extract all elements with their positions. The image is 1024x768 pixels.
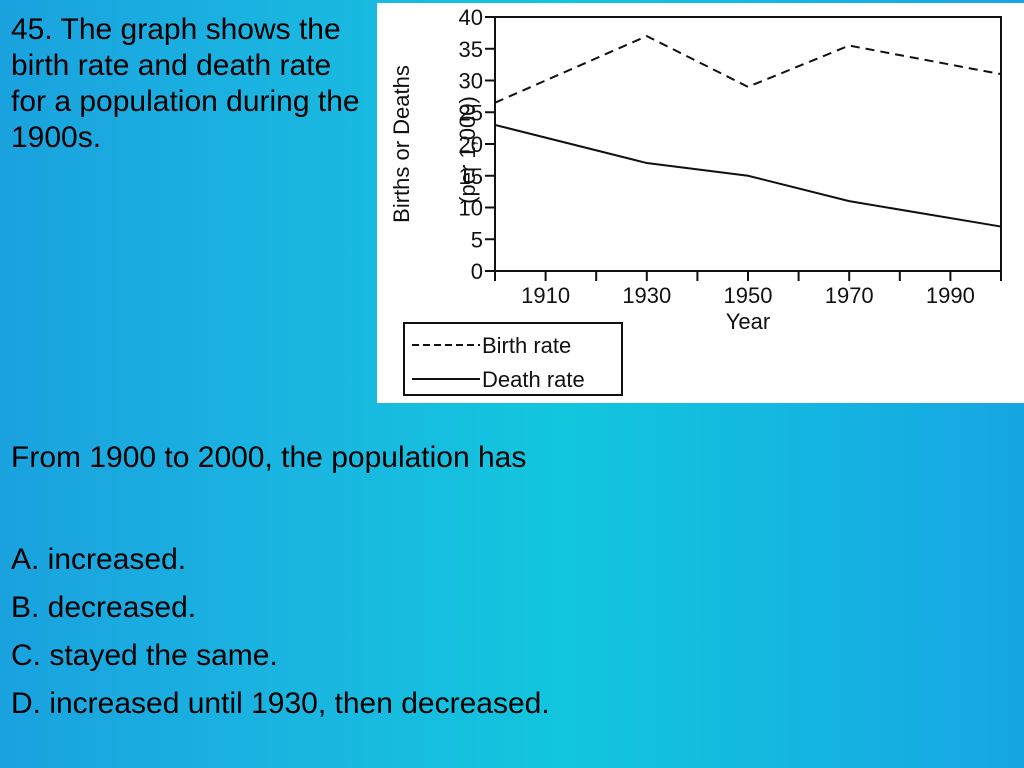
x-tick-label: 1990 bbox=[926, 283, 975, 308]
y-tick-label: 35 bbox=[459, 37, 483, 62]
death-rate-line bbox=[494, 123, 1002, 228]
x-tick-label: 1950 bbox=[724, 283, 773, 308]
birth-rate-line bbox=[494, 34, 1002, 104]
question-prompt: From 1900 to 2000, the population has bbox=[11, 441, 527, 474]
y-axis-title: Births or Deaths bbox=[389, 65, 414, 223]
x-tick-label: 1970 bbox=[825, 283, 874, 308]
y-axis-subtitle: (per 1,000) bbox=[455, 96, 480, 204]
x-tick-label: 1930 bbox=[622, 283, 671, 308]
y-tick-label: 10 bbox=[459, 196, 483, 221]
legend-label: Birth rate bbox=[482, 333, 571, 358]
legend-box bbox=[403, 322, 623, 396]
birth-death-rate-chart: 0 5 10 15 20 25 30 35 40 1910 1930 1950 1970 1990 Year… bbox=[389, 5, 1002, 396]
y-tick-label: 25 bbox=[459, 100, 483, 125]
x-tick-label: 1910 bbox=[521, 283, 570, 308]
legend-label: Death rate bbox=[482, 367, 585, 392]
y-tick-label: 0 bbox=[471, 259, 483, 284]
x-axis-title: Year bbox=[726, 309, 770, 334]
choice-b[interactable]: B. decreased. bbox=[11, 591, 197, 624]
y-tick-label: 5 bbox=[471, 227, 483, 252]
choice-c[interactable]: C. stayed the same. bbox=[11, 639, 278, 672]
y-tick-label: 20 bbox=[459, 132, 483, 157]
question-text: 45. The graph shows the birth rate and d… bbox=[11, 13, 360, 154]
y-tick-label: 40 bbox=[459, 5, 483, 30]
choice-d[interactable]: D. increased until 1930, then decreased. bbox=[11, 687, 550, 720]
chart-panel: 0 5 10 15 20 25 30 35 40 1910 1930 1950 1970 1990 Year… bbox=[377, 3, 1024, 403]
choice-a[interactable]: A. increased. bbox=[11, 543, 187, 576]
answer-choices: A. increased. B. decreased. C. stayed th… bbox=[11, 536, 550, 728]
y-tick-label: 30 bbox=[459, 69, 483, 94]
y-tick-label: 15 bbox=[459, 164, 483, 189]
